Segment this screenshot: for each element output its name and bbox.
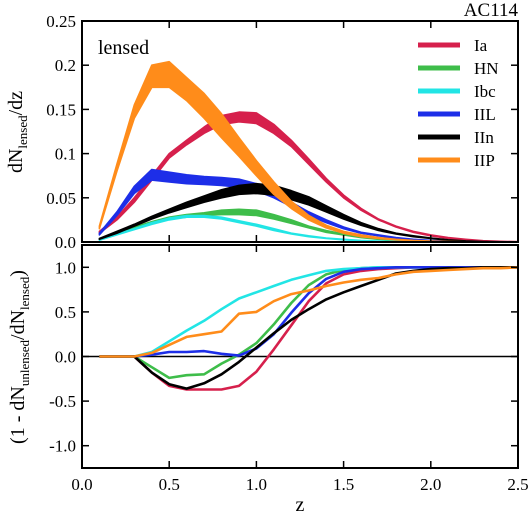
chart-title: AC114 [464, 0, 519, 21]
xtick-label-0-0: 0.0 [71, 475, 92, 494]
top-panel: 0.00.050.10.150.20.25 AC114 lensed IaHNI… [5, 0, 519, 252]
x-axis-label: z [296, 494, 305, 516]
legend-label-hn: HN [474, 59, 499, 78]
legend-label-ibc: Ibc [474, 82, 496, 101]
bottom-y-axis-label: (1 - dNunlensed/dNlensed) [7, 270, 32, 444]
bottom-axis-ticks: -1.0 -0.5 0.0 0.5 1.0 0.0 0.5 1.0 1.5 2.0 2.5 [49, 245, 529, 494]
legend-label-iin: IIn [474, 128, 494, 147]
top-panel-frame [81, 20, 519, 243]
legend: Ia HN Ibc IIL IIn IIP [418, 36, 499, 170]
top-ytick-label-0-25: 0.25 [46, 12, 76, 31]
bottom-ytick-label--1-0: -1.0 [49, 437, 76, 456]
xtick-label-1-0: 1.0 [246, 475, 267, 494]
xtick-label-2-5: 2.5 [507, 475, 528, 494]
bottom-ytick-label-1-0: 1.0 [55, 258, 76, 277]
line-iil [99, 265, 518, 358]
bottom-panel: -1.0 -0.5 0.0 0.5 1.0 0.0 0.5 1.0 1.5 2.0 2.5 z (1… [7, 244, 529, 516]
top-y-axis-label: dNlensed/dz [5, 91, 30, 173]
top-y-ticks: 0.0 0.05 0.1 0.15 0.2 0.25 [46, 12, 519, 252]
line-ibc [99, 265, 518, 358]
xtick-label-2-0: 2.0 [420, 475, 441, 494]
xtick-label-0-5: 0.5 [159, 475, 180, 494]
xtick-label-1-5: 1.5 [333, 475, 354, 494]
bottom-ytick-label-0-5: 0.5 [55, 303, 76, 322]
line-hn [99, 265, 518, 380]
legend-label-iil: IIL [474, 105, 496, 124]
bottom-ytick-label--0-5: -0.5 [49, 392, 76, 411]
top-ytick-label-0-1: 0.1 [55, 145, 76, 164]
top-ytick-label-0-15: 0.15 [46, 100, 76, 119]
bottom-ytick-label-0-0: 0.0 [55, 348, 76, 367]
line-iip [99, 266, 519, 358]
top-ytick-label-0-2: 0.2 [55, 56, 76, 75]
bottom-plot-area [82, 265, 519, 391]
panel-label-lensed: lensed [98, 37, 149, 59]
legend-label-ia: Ia [474, 36, 488, 55]
line-iin [99, 265, 518, 390]
legend-label-iip: IIP [474, 151, 495, 170]
top-ytick-label-0-0: 0.0 [55, 233, 76, 252]
top-ytick-label-0-05: 0.05 [46, 189, 76, 208]
